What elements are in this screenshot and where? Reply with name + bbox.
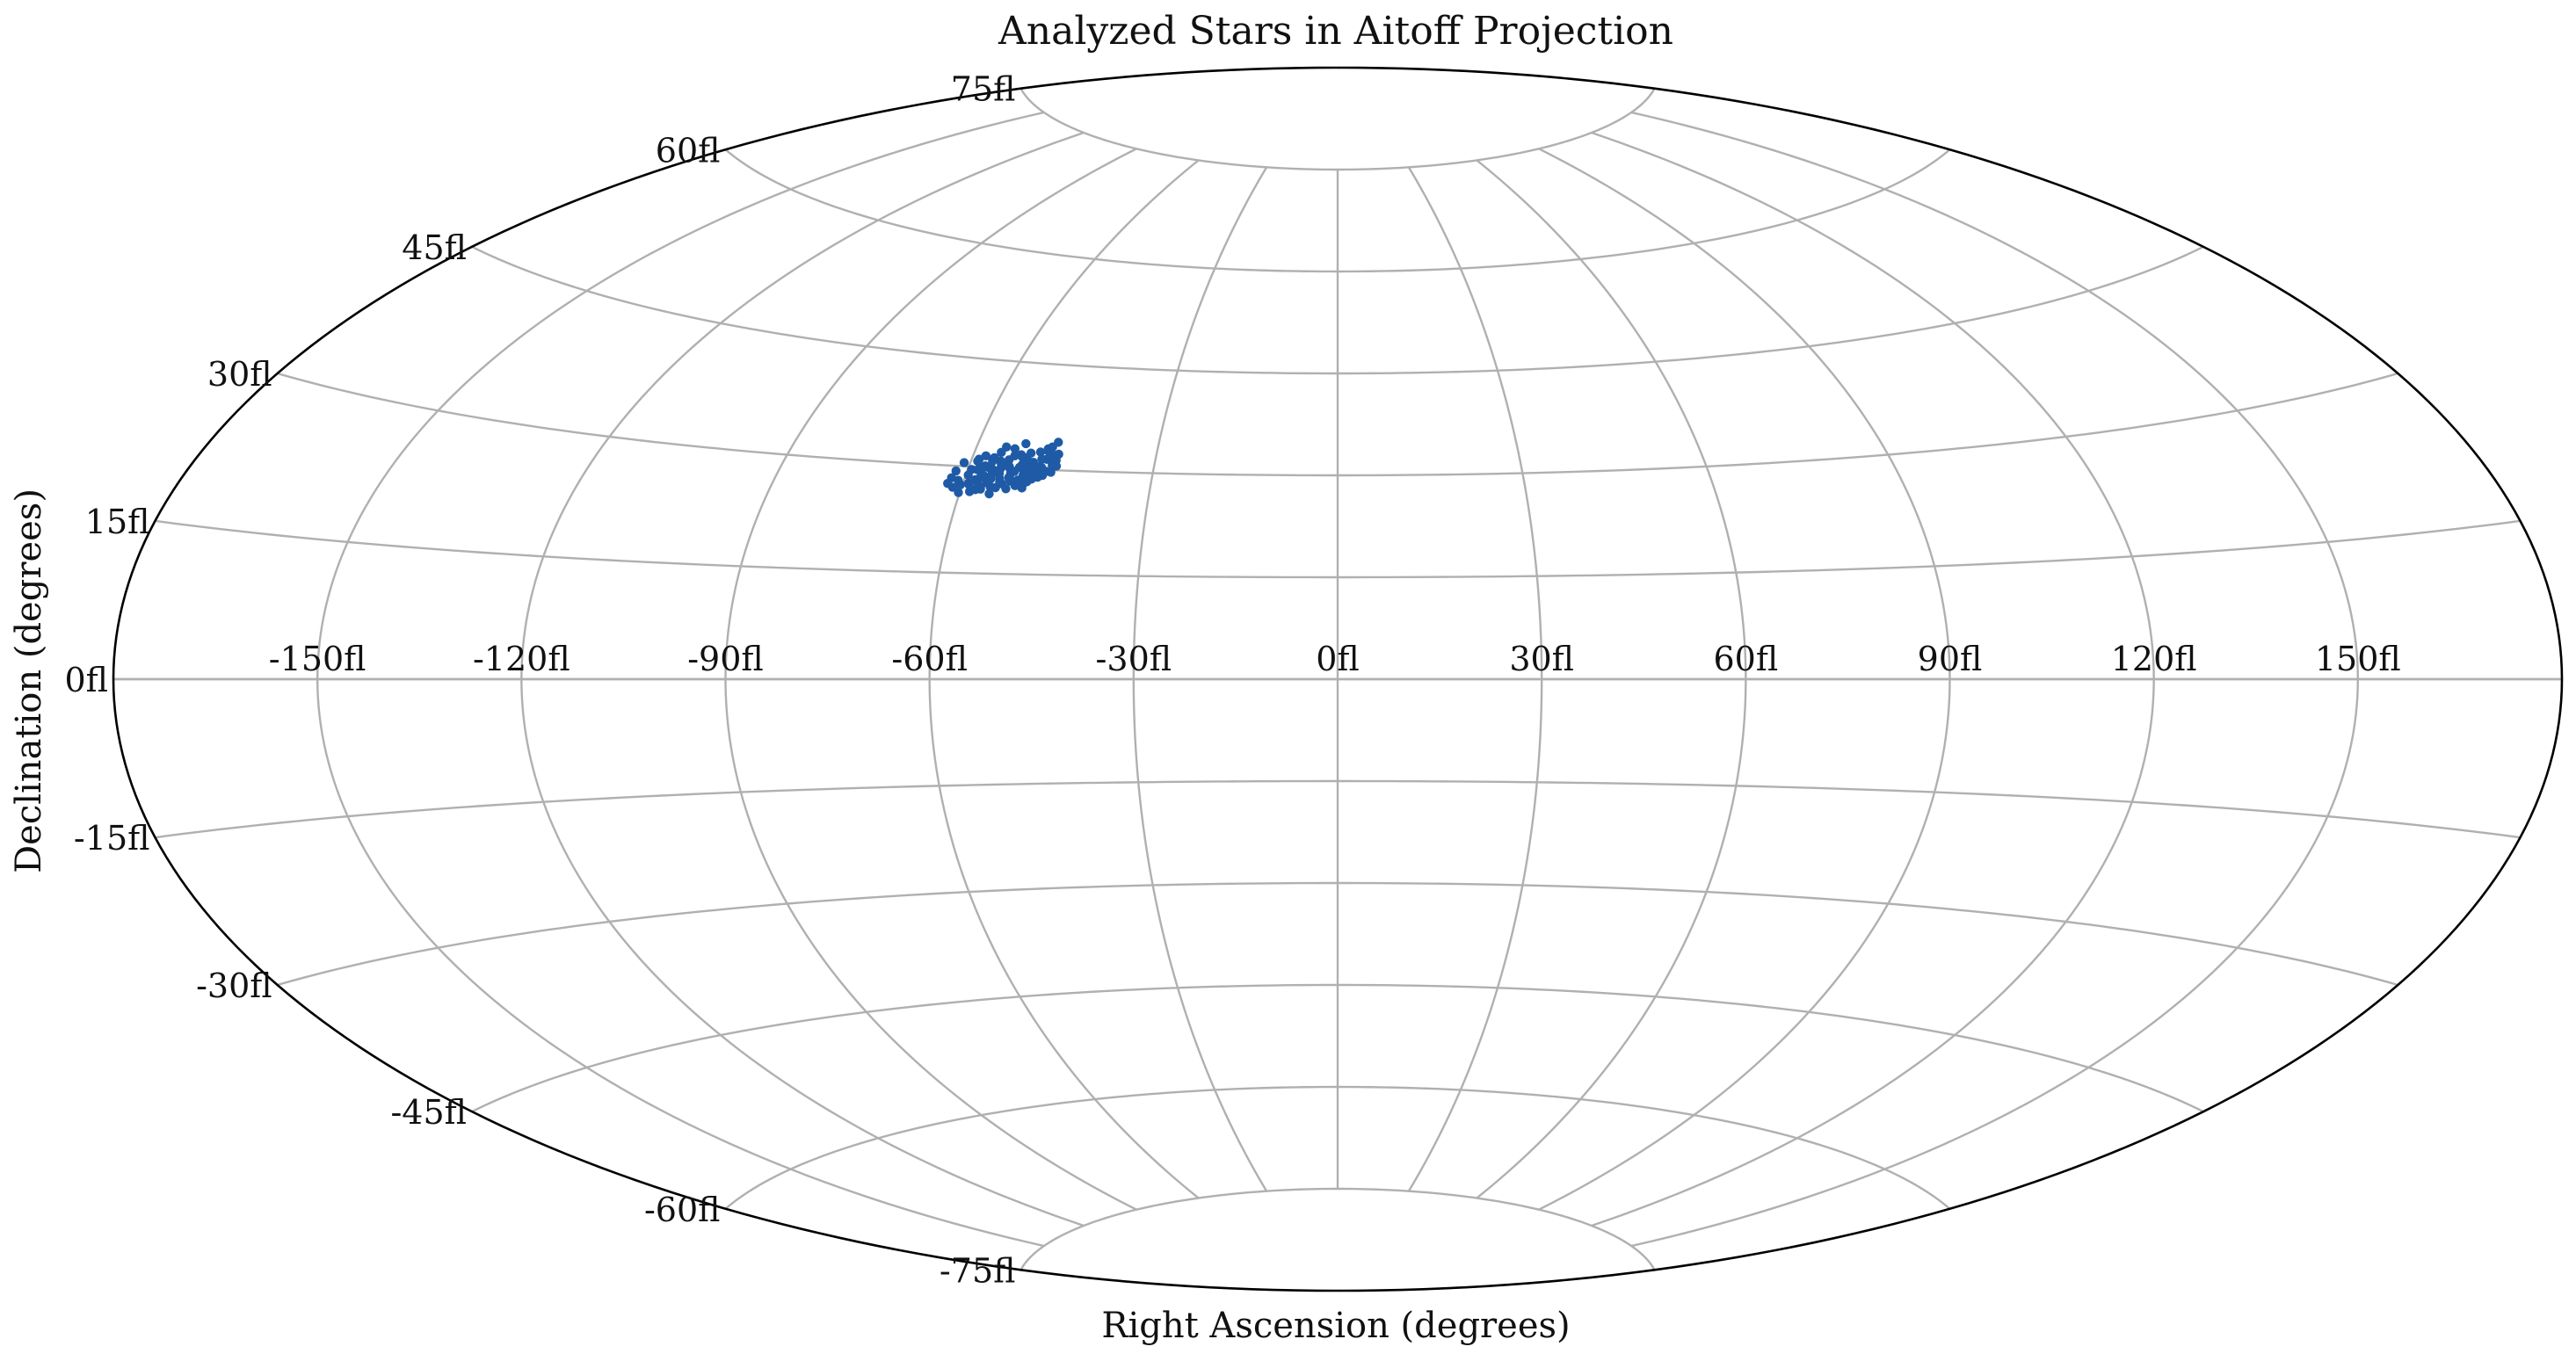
meridian-gridline	[1630, 111, 2360, 1248]
star-point	[1017, 460, 1027, 470]
grid-lines	[113, 88, 2562, 1271]
y-axis-label: Declination (degrees)	[9, 489, 49, 873]
x-tick-label: -90fl	[687, 640, 764, 678]
meridian-gridline	[1591, 131, 2155, 1227]
x-tick-label: -150fl	[269, 640, 366, 678]
data-points	[943, 438, 1063, 499]
star-point	[1005, 461, 1014, 471]
meridian-gridline	[928, 159, 1200, 1199]
star-point	[1004, 473, 1013, 482]
star-point	[1037, 470, 1048, 481]
y-tick-label: 60fl	[656, 131, 721, 170]
parallel-gridline	[1020, 1187, 1656, 1271]
projection-border	[112, 66, 2564, 1292]
meridian-gridline	[1407, 166, 1543, 1192]
meridian-gridline	[316, 111, 1045, 1248]
y-tick-label: -15fl	[74, 819, 150, 858]
y-tick-label: -45fl	[390, 1093, 467, 1132]
star-point	[1031, 465, 1041, 474]
x-tick-label: 90fl	[1918, 640, 1983, 678]
star-point	[1022, 477, 1032, 487]
star-point	[1002, 442, 1012, 452]
star-point	[1021, 438, 1031, 449]
x-axis-label: Right Ascension (degrees)	[1101, 1306, 1570, 1346]
y-tick-label: -60fl	[644, 1191, 721, 1229]
star-point	[988, 456, 998, 467]
x-tick-label: 120fl	[2111, 640, 2197, 678]
star-point	[981, 451, 991, 461]
star-point	[1043, 446, 1053, 456]
star-point	[970, 485, 980, 495]
star-point	[1016, 450, 1027, 460]
star-point	[983, 477, 993, 488]
y-tick-label: -75fl	[940, 1251, 1016, 1290]
x-tick-label: 150fl	[2315, 640, 2401, 678]
y-tick-label: 15fl	[85, 503, 150, 541]
x-tick-label: 0fl	[1316, 640, 1360, 678]
y-tick-label: 75fl	[951, 70, 1016, 109]
meridian-gridline	[520, 131, 1085, 1227]
y-tick-labels: -75fl -60fl -45fl -30fl -15fl 0fl 15fl 30fl 45fl…	[64, 70, 1015, 1291]
y-tick-label: 0fl	[64, 661, 108, 699]
star-point	[1017, 483, 1027, 493]
projection-outline	[112, 66, 2564, 1292]
star-point	[951, 466, 961, 476]
y-tick-label: -30fl	[196, 966, 272, 1005]
star-point	[973, 456, 983, 467]
meridian-gridline	[1538, 148, 1951, 1211]
x-tick-labels: -150fl -120fl -90fl -60fl -30fl 0fl 30fl 60fl 90…	[269, 640, 2401, 678]
meridian-gridline	[1476, 159, 1747, 1199]
star-point	[1035, 447, 1046, 457]
star-point	[997, 479, 1006, 489]
star-point	[984, 489, 994, 499]
star-point	[977, 463, 987, 473]
x-tick-label: -60fl	[891, 640, 968, 678]
x-tick-label: -120fl	[473, 640, 570, 678]
star-point	[1010, 444, 1020, 453]
star-point	[947, 482, 958, 492]
star-point	[963, 470, 973, 480]
meridian-gridline	[1132, 166, 1268, 1192]
star-point	[1054, 449, 1063, 460]
y-tick-label: 30fl	[207, 355, 272, 394]
star-point	[954, 488, 963, 497]
star-point	[986, 470, 997, 480]
x-tick-label: 60fl	[1713, 640, 1778, 678]
star-point	[959, 458, 969, 467]
star-point	[1051, 461, 1062, 471]
star-point	[994, 467, 1004, 477]
star-point	[1037, 454, 1047, 464]
chart-title: Analyzed Stars in Aitoff Projection	[998, 9, 1673, 54]
y-tick-label: 45fl	[402, 228, 467, 267]
parallel-gridline	[1020, 88, 1656, 171]
star-point	[963, 478, 974, 488]
x-tick-label: 30fl	[1509, 640, 1574, 678]
star-point	[955, 480, 965, 489]
star-point	[1046, 467, 1056, 477]
meridian-gridline	[724, 148, 1137, 1211]
x-tick-label: -30fl	[1096, 640, 1172, 678]
